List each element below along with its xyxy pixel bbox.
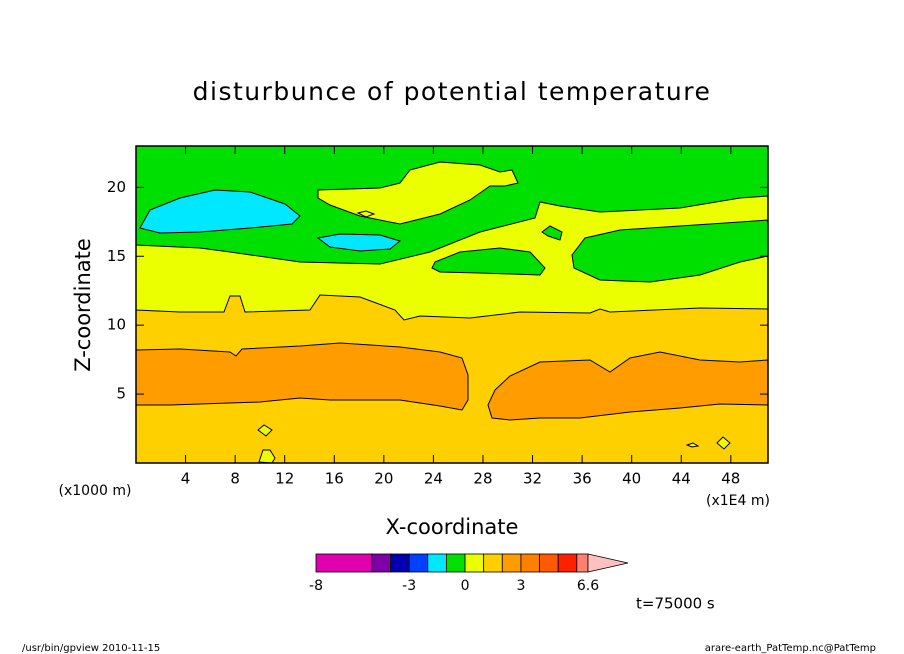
y-tick-label: 15	[107, 247, 126, 265]
x-tick-label: 12	[275, 470, 294, 488]
y-tick-label: 10	[107, 316, 126, 334]
contour-region	[356, 210, 376, 218]
contour-region	[317, 161, 519, 225]
y-axis-label: Z-coordinate	[71, 238, 95, 372]
contour-field	[135, 145, 769, 464]
x-tick-label: 16	[325, 470, 344, 488]
colorbar-cell	[446, 553, 466, 573]
colorbar-cell	[520, 553, 540, 573]
x-tick-label: 48	[721, 470, 740, 488]
colorbar-cell	[371, 553, 391, 573]
colorbar-tick-label: 6.6	[577, 578, 599, 594]
y-tick-label: 20	[107, 178, 126, 196]
colorbar-cell	[408, 553, 429, 573]
colorbar-tick-label: -3	[402, 578, 416, 594]
x-tick-label: 36	[573, 470, 592, 488]
x-tick-label: 28	[473, 470, 492, 488]
contour-region	[257, 424, 273, 437]
time-annotation: t=75000 s	[636, 595, 715, 613]
x-tick-label: 24	[424, 470, 443, 488]
contour-region	[685, 442, 700, 448]
x-tick-label: 32	[523, 470, 542, 488]
colorbar-tick-label: -8	[309, 578, 323, 594]
x-axis-label: X-coordinate	[386, 515, 519, 539]
x-tick-label: 40	[622, 470, 641, 488]
contour-region	[541, 225, 563, 241]
y-tick-label: 5	[116, 385, 126, 403]
colorbar-cell	[539, 553, 559, 573]
contour-region	[716, 436, 731, 450]
colorbar-tick-label: 0	[461, 578, 470, 594]
colorbar-tick-label: 3	[516, 578, 525, 594]
colorbar-cell	[427, 553, 447, 573]
contour-region	[135, 342, 469, 411]
colorbar-extension	[587, 553, 629, 573]
plot-frame	[135, 145, 769, 464]
colorbar-cell	[483, 553, 503, 573]
colorbar-cell	[557, 553, 578, 573]
chart-title: disturbunce of potential temperature	[193, 77, 712, 106]
x-unit: (x1E4 m)	[706, 493, 770, 509]
contour-region	[431, 247, 546, 276]
contour-region	[316, 233, 402, 252]
x-tick-label: 4	[181, 470, 191, 488]
colorbar-cell	[315, 553, 373, 573]
contour-region	[487, 351, 769, 421]
footer-right: arare-earth_PatTemp.nc@PatTemp	[705, 643, 876, 654]
colorbar-cell	[576, 553, 589, 573]
y-unit: (x1000 m)	[59, 483, 132, 499]
colorbar-cell	[501, 553, 522, 573]
x-tick-label: 44	[672, 470, 691, 488]
contour-region	[139, 189, 301, 234]
footer-left: /usr/bin/gpview 2010-11-15	[22, 643, 160, 654]
x-tick-label: 8	[230, 470, 240, 488]
x-tick-label: 20	[374, 470, 393, 488]
colorbar-cell	[390, 553, 410, 573]
colorbar-cell	[464, 553, 485, 573]
